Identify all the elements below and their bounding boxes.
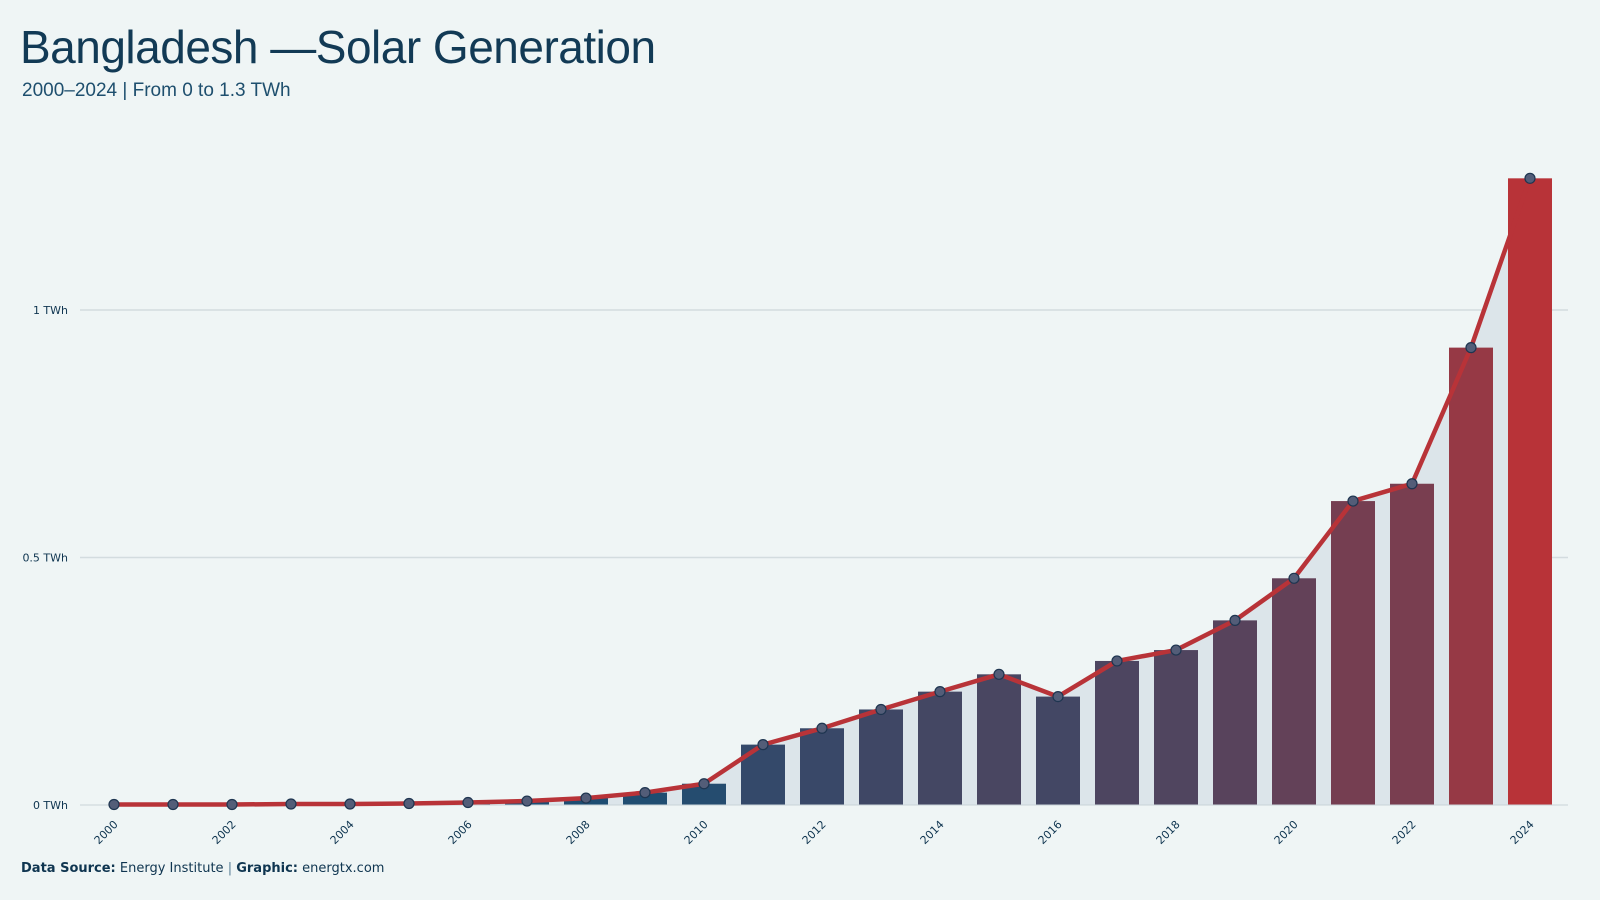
x-tick-label: 2014 — [918, 818, 947, 847]
data-point — [580, 792, 592, 804]
footer: Data Source: Energy Institute | Graphic:… — [21, 861, 384, 876]
data-point — [934, 686, 946, 698]
x-tick-label: 2002 — [210, 818, 239, 847]
x-tick-label: 2020 — [1272, 818, 1301, 847]
data-point — [167, 798, 179, 811]
data-point — [1524, 172, 1536, 184]
bar — [1213, 620, 1257, 805]
data-point — [639, 787, 651, 799]
source-label: Data Source: — [21, 861, 116, 876]
bar — [1272, 578, 1316, 805]
data-point — [1111, 655, 1123, 667]
data-point — [1406, 478, 1418, 490]
bar — [977, 674, 1021, 805]
bar — [1036, 696, 1080, 805]
chart-subtitle: 2000–2024 | From 0 to 1.3 TWh — [22, 80, 291, 101]
data-point — [1229, 614, 1241, 626]
bar — [1154, 650, 1198, 805]
data-point — [993, 668, 1005, 680]
x-tick-label: 2008 — [564, 818, 593, 847]
graphic-value: energtx.com — [302, 861, 385, 876]
x-tick-label: 2006 — [446, 818, 475, 847]
footer-separator: | — [227, 861, 233, 876]
source-value: Energy Institute — [119, 861, 224, 876]
x-tick-label: 2024 — [1508, 818, 1537, 847]
data-point — [462, 796, 474, 809]
data-point — [1465, 342, 1477, 354]
data-point — [344, 798, 356, 810]
bar — [1390, 483, 1434, 805]
bar — [1508, 178, 1552, 805]
data-point — [226, 798, 238, 811]
x-tick-label: 2000 — [92, 818, 121, 847]
data-point — [1052, 690, 1064, 703]
y-tick-label: 0.5 TWh — [22, 552, 68, 565]
bar — [800, 728, 844, 805]
data-point — [1347, 495, 1359, 507]
bar — [1331, 501, 1375, 805]
x-tick-label: 2016 — [1036, 818, 1065, 847]
data-point — [1288, 572, 1300, 584]
data-point — [875, 703, 887, 716]
x-tick-label: 2010 — [682, 818, 711, 847]
data-point — [698, 778, 710, 790]
data-point — [285, 798, 297, 810]
area-fill — [114, 178, 1530, 805]
y-tick-label: 0 TWh — [33, 799, 68, 812]
data-point — [757, 739, 769, 751]
x-tick-label: 2018 — [1154, 818, 1183, 847]
bar — [1095, 660, 1139, 805]
data-point — [403, 797, 415, 810]
bar — [682, 783, 726, 805]
chart-title: Bangladesh —Solar Generation — [20, 21, 656, 73]
bar — [918, 691, 962, 805]
y-tick-label: 1 TWh — [33, 304, 68, 317]
data-point — [108, 798, 120, 811]
data-point — [816, 722, 828, 734]
x-tick-label: 2022 — [1390, 818, 1419, 847]
x-tick-label: 2012 — [800, 818, 829, 847]
data-point — [521, 795, 533, 807]
x-tick-label: 2004 — [328, 818, 357, 847]
data-point — [1170, 644, 1182, 656]
bar — [859, 709, 903, 805]
graphic-label: Graphic: — [236, 861, 298, 876]
bar — [1449, 347, 1493, 805]
